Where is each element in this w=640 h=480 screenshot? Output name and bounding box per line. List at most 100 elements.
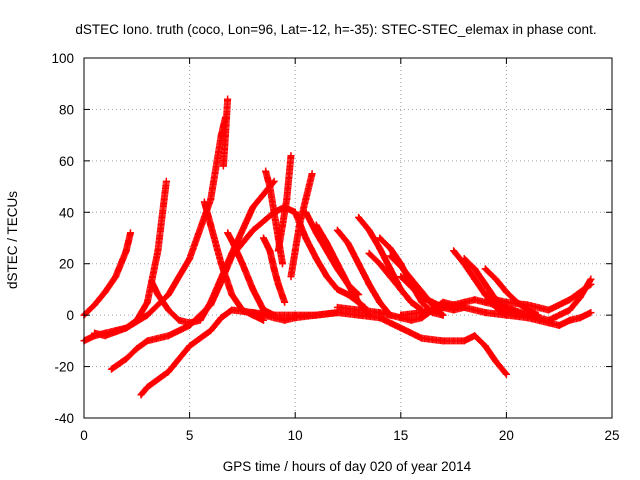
data-arc-markers <box>355 213 426 314</box>
data-point <box>274 280 282 288</box>
data-point <box>502 298 510 306</box>
data-point <box>281 298 289 306</box>
data-arc-18 <box>355 213 426 314</box>
y-tick-label: -20 <box>54 360 74 375</box>
data-point <box>219 162 227 170</box>
data-point <box>481 265 489 273</box>
data-point <box>287 152 295 160</box>
data-point <box>143 337 151 345</box>
data-point <box>228 291 236 299</box>
data-point <box>270 314 278 322</box>
data-point <box>566 316 574 324</box>
data-point <box>279 221 287 229</box>
data-point <box>355 213 363 221</box>
data-point <box>196 316 204 324</box>
data-point <box>224 229 232 237</box>
data-arc-markers <box>137 306 341 399</box>
data-point <box>154 291 162 299</box>
data-point <box>186 255 194 263</box>
data-point <box>397 324 405 332</box>
data-point <box>365 249 373 257</box>
y-tick-label: 20 <box>59 257 74 272</box>
data-arc-4 <box>219 95 232 170</box>
data-point <box>228 237 236 245</box>
data-arc-19 <box>365 249 426 314</box>
data-point <box>397 262 405 270</box>
data-point <box>481 291 489 299</box>
data-point <box>397 285 405 293</box>
data-point <box>502 370 510 378</box>
data-point <box>162 177 170 185</box>
data-point <box>217 260 225 268</box>
data-point <box>492 357 500 365</box>
data-point <box>249 285 257 293</box>
axis-ticks: 0 5 10 15 20 25 -40 -20 0 20 40 60 80 100 <box>51 51 619 443</box>
data-point <box>283 195 291 203</box>
data-point <box>376 298 384 306</box>
data-point <box>418 334 426 342</box>
data-arc-6 <box>137 306 341 399</box>
x-tick-label: 25 <box>604 428 619 443</box>
data-point <box>207 298 215 306</box>
data-point <box>143 383 151 391</box>
x-tick-label: 15 <box>393 428 408 443</box>
data-arc-17 <box>333 226 394 319</box>
data-point <box>555 321 563 329</box>
data-point <box>175 316 183 324</box>
y-tick-label: 0 <box>66 308 74 323</box>
data-point <box>524 311 532 319</box>
data-point <box>249 309 257 317</box>
data-point <box>270 265 278 273</box>
data-point <box>291 247 299 255</box>
data-point <box>238 306 246 314</box>
data-point <box>492 296 500 304</box>
y-tick-label: -40 <box>54 411 74 426</box>
data-point <box>281 316 289 324</box>
data-point <box>365 280 373 288</box>
data-point <box>566 296 574 304</box>
data-point <box>122 324 130 332</box>
data-point <box>101 288 109 296</box>
data-arc-9 <box>224 229 278 319</box>
data-point <box>471 265 479 273</box>
data-point <box>222 131 230 139</box>
data-point <box>154 247 162 255</box>
data-point <box>291 208 299 216</box>
data-point <box>418 293 426 301</box>
x-axis-label: GPS time / hours of day 020 of year 2014 <box>223 459 472 474</box>
data-point <box>143 298 151 306</box>
data-arc-7 <box>148 177 278 327</box>
data-point <box>312 311 320 319</box>
data-point <box>418 309 426 317</box>
data-point <box>344 280 352 288</box>
data-point <box>266 183 274 191</box>
data-point <box>323 239 331 247</box>
data-point <box>587 309 595 317</box>
data-point <box>355 306 363 314</box>
y-tick-label: 60 <box>59 154 74 169</box>
data-point <box>279 260 287 268</box>
data-point <box>137 391 145 399</box>
data-point <box>566 306 574 314</box>
data-point <box>439 311 447 319</box>
data-point <box>481 298 489 306</box>
data-point <box>308 170 316 178</box>
data-point <box>186 319 194 327</box>
data-point <box>164 368 172 376</box>
y-tick-label: 40 <box>59 205 74 220</box>
data-point <box>460 298 468 306</box>
plot-frame <box>83 57 613 419</box>
data-point <box>262 167 270 175</box>
data-point <box>270 208 278 216</box>
x-tick-label: 5 <box>186 428 194 443</box>
data-point <box>133 345 141 353</box>
data-point <box>122 355 130 363</box>
data-point <box>397 273 405 281</box>
data-arc-12 <box>260 234 289 306</box>
data-point <box>365 226 373 234</box>
data-point <box>217 314 225 322</box>
data-arc-28 <box>397 275 595 324</box>
data-point <box>471 332 479 340</box>
data-point <box>545 306 553 314</box>
